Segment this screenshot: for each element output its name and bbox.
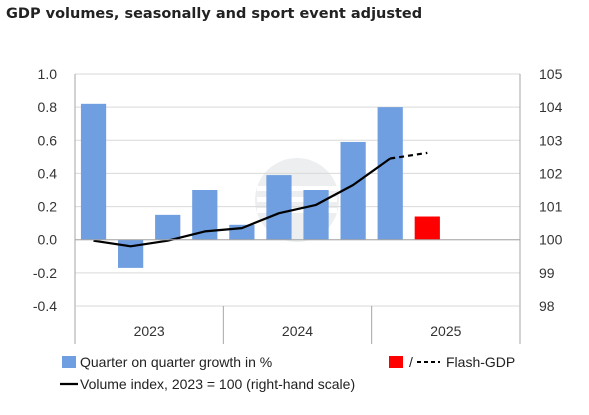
chart-title: GDP volumes, seasonally and sport event … — [6, 6, 423, 22]
legend-label-index: Volume index, 2023 = 100 (right-hand sca… — [80, 376, 355, 392]
legend: Quarter on quarter growth in % / Flash-G… — [60, 354, 515, 392]
x-year-label: 2024 — [282, 323, 313, 339]
y-left-tick-label: 1.0 — [38, 66, 58, 82]
x-year-label: 2023 — [134, 323, 165, 339]
y-right-tick-label: 99 — [539, 265, 555, 281]
index-lines — [93, 151, 428, 248]
y-left-tick-label: 0.8 — [38, 99, 58, 115]
legend-swatch-growth — [62, 356, 76, 368]
bars — [80, 103, 440, 268]
growth-bar — [155, 214, 181, 240]
y-right-tick-label: 105 — [539, 66, 563, 82]
growth-bar — [377, 107, 403, 240]
legend-label-growth: Quarter on quarter growth in % — [80, 354, 272, 370]
flash-gdp-bar — [414, 216, 440, 240]
x-year-label: 2025 — [430, 323, 461, 339]
y-left-tick-label: 0.0 — [38, 232, 58, 248]
y-right-tick-label: 101 — [539, 199, 563, 215]
flash-index-line — [390, 151, 428, 160]
legend-swatch-flash — [389, 356, 403, 368]
y-right-tick-label: 100 — [539, 232, 563, 248]
growth-bar — [80, 103, 107, 240]
y-left-tick-label: -0.2 — [33, 265, 57, 281]
y-left-tick-label: 0.4 — [38, 165, 58, 181]
y-left-tick-label: -0.4 — [33, 298, 57, 314]
y-left-tick-label: 0.2 — [38, 199, 58, 215]
y-right-tick-label: 102 — [539, 165, 563, 181]
growth-bar — [266, 175, 292, 240]
y-right-tick-label: 98 — [539, 298, 555, 314]
y-right-tick-label: 104 — [539, 99, 563, 115]
y-left-tick-label: 0.6 — [38, 132, 58, 148]
tick-labels: 1.0 105 0.8 104 0.6 103 0.4 102 0.2 101 0.0 100 -0.2… — [33, 66, 563, 339]
legend-slash: / — [409, 354, 413, 370]
growth-bar — [303, 190, 329, 240]
axes — [74, 74, 521, 344]
legend-label-flash: Flash-GDP — [446, 354, 515, 370]
growth-bar — [340, 141, 366, 240]
volume-index-line — [93, 157, 391, 248]
y-right-tick-label: 103 — [539, 132, 563, 148]
